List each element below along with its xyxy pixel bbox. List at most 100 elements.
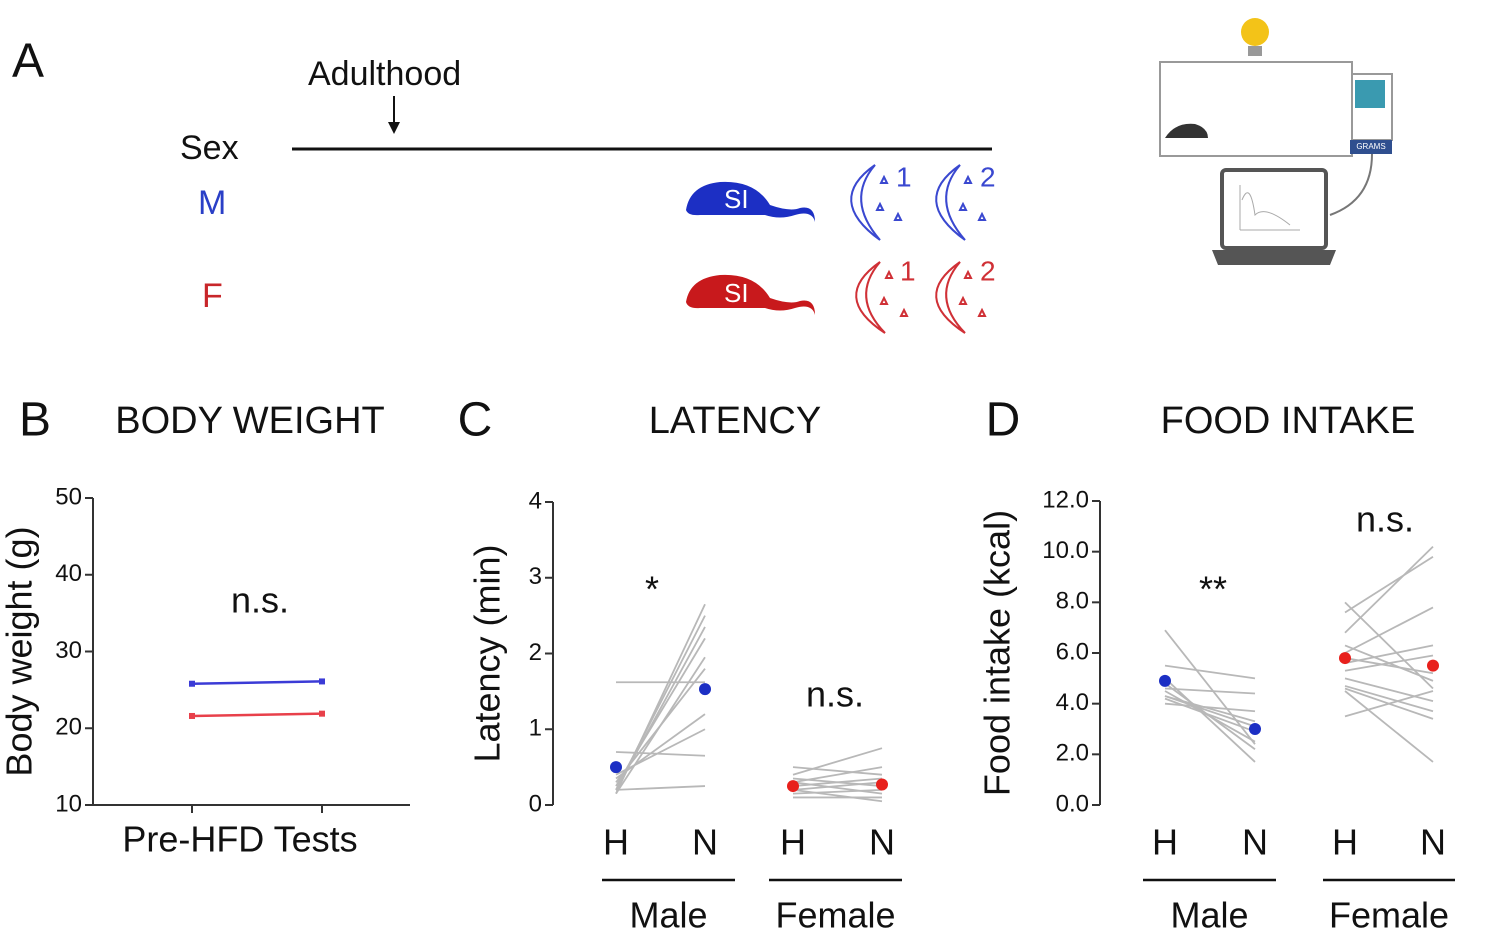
y-tick-label: 4	[529, 487, 542, 514]
y-tick-label: 10.0	[1042, 537, 1089, 564]
mean-dot	[787, 780, 799, 793]
individual-line	[1164, 677, 1256, 763]
device-label: GRAMS	[1356, 142, 1385, 151]
individual-line	[615, 668, 706, 783]
y-axis-label: Latency (min)	[467, 544, 508, 762]
individual-line	[615, 728, 706, 776]
night-number: 2	[980, 161, 996, 192]
panel-letter: A	[12, 35, 44, 88]
panel-a: A Adulthood Sex M F SI SI 1 2 1 2 GRAMS	[12, 18, 1393, 334]
mean-dot	[1249, 723, 1261, 735]
mouse-m: SI	[686, 181, 815, 222]
sex-m: M	[198, 184, 226, 222]
annotation: **	[1199, 569, 1227, 610]
y-tick-label: 2	[529, 639, 542, 666]
x-tick-label: H	[603, 822, 629, 863]
sex-label: Sex	[180, 129, 239, 167]
individual-line	[1344, 677, 1434, 703]
individual-line	[1344, 555, 1434, 614]
y-tick-label: 0.0	[1056, 790, 1089, 817]
y-tick-label: 4.0	[1056, 689, 1089, 716]
individual-line	[792, 781, 883, 791]
y-tick-label: 3	[529, 563, 542, 590]
y-tick-label: 12.0	[1042, 486, 1089, 513]
point	[319, 710, 325, 717]
y-tick-label: 50	[55, 483, 82, 510]
individual-line	[1344, 654, 1434, 672]
y-tick-label: 1	[529, 715, 542, 742]
group-label: Male	[1170, 895, 1248, 936]
group-label: Male	[629, 895, 707, 936]
individual-line	[1344, 657, 1434, 675]
x-tick-label: H	[780, 822, 806, 863]
individual-line	[615, 637, 706, 787]
panel: C LATENCY Latency (min) 0 1 2 3 4 * n.s. H N H N Male F…	[458, 394, 902, 936]
point	[319, 678, 325, 685]
panel: B BODY WEIGHT Body weight (g) 10 20 30 40 50 n.s…	[0, 394, 410, 860]
y-tick-label: 10	[55, 790, 82, 817]
x-tick-label: H	[1332, 822, 1358, 863]
individual-line	[792, 747, 883, 776]
individual-line	[1164, 664, 1256, 680]
mean-dot	[1159, 674, 1171, 687]
procedure: SI	[724, 184, 749, 214]
group-label: Female	[775, 895, 895, 936]
individual-line	[792, 788, 883, 803]
individual-line	[1164, 695, 1256, 723]
x-tick-label: N	[692, 822, 718, 863]
procedure: SI	[724, 278, 749, 308]
mean-dot	[610, 761, 622, 774]
individual-line	[1344, 687, 1434, 720]
individual-line	[1164, 697, 1256, 733]
point	[189, 712, 195, 719]
x-tick-label: N	[1420, 822, 1446, 863]
mean-dot	[1339, 652, 1351, 665]
series-line	[191, 680, 323, 685]
panel-title: BODY WEIGHT	[115, 400, 385, 442]
y-tick-label: 20	[55, 714, 82, 741]
y-tick-label: 30	[55, 637, 82, 664]
panel-title: LATENCY	[649, 400, 821, 442]
mean-dot	[699, 683, 711, 696]
annotation: n.s.	[231, 580, 289, 621]
panel-letter: D	[986, 394, 1021, 447]
y-axis-label: Body weight (g)	[0, 526, 40, 776]
individual-line	[1344, 606, 1434, 654]
arrow-head	[388, 122, 400, 134]
individual-line	[792, 766, 883, 776]
timeline-label: Adulthood	[308, 55, 461, 93]
night-number: 2	[980, 255, 996, 286]
individual-line	[1164, 687, 1256, 695]
mean-dot	[876, 778, 888, 791]
panel-letter: B	[19, 394, 51, 447]
nights-m	[850, 164, 987, 241]
point	[189, 680, 195, 687]
series-line	[191, 712, 323, 718]
setup: GRAMS	[1159, 18, 1393, 265]
night-number: 1	[896, 161, 912, 192]
x-tick-label: N	[869, 822, 895, 863]
y-tick-label: 6.0	[1056, 638, 1089, 665]
individual-line	[615, 751, 706, 757]
annotation: *	[645, 569, 659, 610]
panel-title: FOOD INTAKE	[1161, 400, 1416, 442]
x-tick-label: H	[1152, 822, 1178, 863]
mouse-f: SI	[686, 274, 815, 315]
annotation: n.s.	[1356, 499, 1414, 540]
y-axis-label: Food intake (kcal)	[977, 510, 1018, 796]
individual-line	[1164, 682, 1256, 750]
individual-line	[1164, 702, 1256, 713]
sex-f: F	[202, 277, 223, 315]
group-label: Female	[1329, 895, 1449, 936]
annotation: n.s.	[806, 674, 864, 715]
y-tick-label: 0	[529, 790, 542, 817]
individual-line	[1344, 690, 1434, 763]
panel: D FOOD INTAKE Food intake (kcal) 0.0 2.0 4.0 6…	[977, 394, 1455, 936]
nights-f	[855, 261, 987, 334]
individual-line	[1344, 685, 1434, 713]
night-number: 1	[900, 255, 916, 286]
panel-letter: C	[458, 394, 493, 447]
individual-line	[792, 777, 883, 787]
